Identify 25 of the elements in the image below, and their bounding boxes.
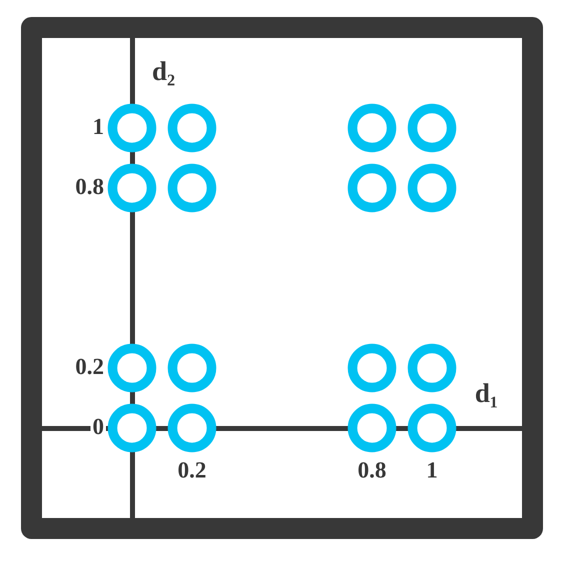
point [108,404,156,452]
point [348,104,396,152]
point [348,344,396,392]
y-axis-title: d₂ [152,56,176,86]
x-tick-label: 1 [426,458,438,483]
point [108,164,156,212]
x-tick-label: 0.8 [358,458,386,483]
point [168,344,216,392]
point [168,164,216,212]
y-tick-label: 0 [92,414,104,439]
y-tick-label: 0.8 [75,174,104,199]
point [408,404,456,452]
point [408,104,456,152]
point [348,404,396,452]
point [168,104,216,152]
point [168,404,216,452]
point [408,344,456,392]
point [108,104,156,152]
point [108,344,156,392]
point [408,164,456,212]
y-tick-label: 1 [92,114,104,139]
x-tick-label: 0.2 [178,458,206,483]
y-tick-label: 0.2 [75,354,104,379]
point [348,164,396,212]
x-axis-title: d₁ [474,378,498,408]
